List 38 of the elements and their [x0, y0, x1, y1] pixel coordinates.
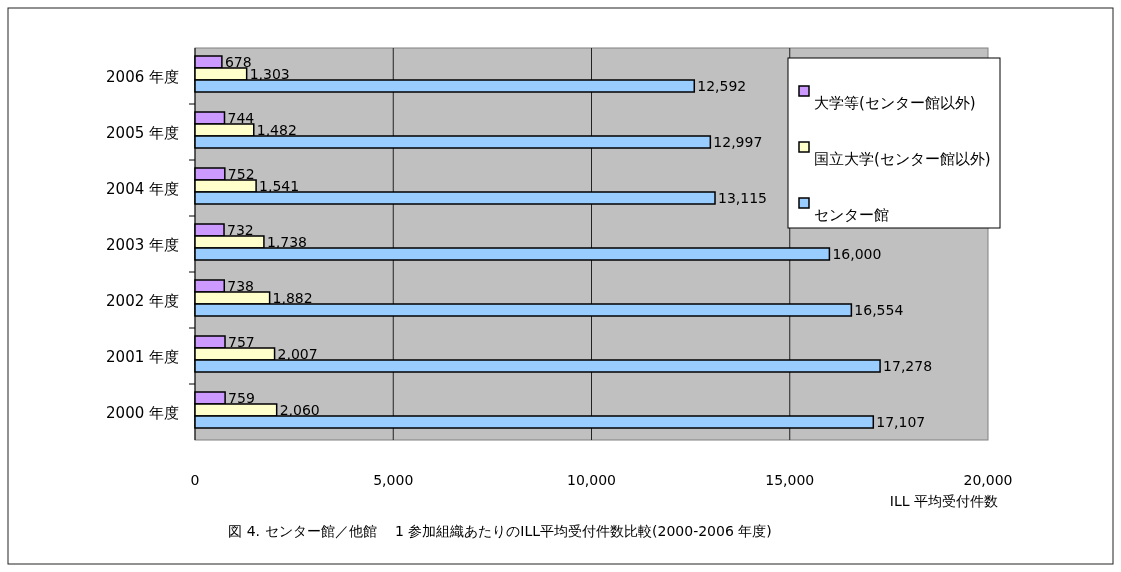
data-label: 13,115: [718, 190, 768, 206]
data-label: 1,541: [259, 178, 300, 194]
x-axis-title: ILL 平均受付件数: [889, 493, 998, 509]
data-label: 2,060: [279, 402, 320, 418]
data-label: 1,482: [256, 122, 297, 138]
legend-label: センター館: [814, 206, 889, 224]
y-tick-label: 2000 年度: [106, 404, 179, 422]
legend-label: 国立大学(センター館以外): [814, 150, 991, 168]
x-tick-label: 5,000: [373, 472, 414, 488]
data-label: 1,738: [266, 234, 308, 250]
data-label: 744: [227, 110, 255, 126]
data-label: 16,000: [832, 246, 882, 262]
data-label: 757: [228, 334, 255, 350]
y-tick-label: 2006 年度: [106, 68, 179, 86]
data-label: 16,554: [854, 302, 904, 318]
data-label: 1,303: [249, 66, 290, 82]
data-label: 1,882: [272, 290, 313, 306]
legend-label: 大学等(センター館以外): [814, 94, 976, 112]
x-tick-label: 20,000: [963, 472, 1013, 488]
y-tick-label: 2002 年度: [106, 292, 179, 310]
data-label: 738: [227, 278, 254, 294]
x-tick-label: 15,000: [765, 472, 815, 488]
data-label: 17,278: [883, 358, 933, 374]
x-tick-label: 10,000: [567, 472, 616, 488]
data-label: 732: [227, 222, 254, 238]
data-label: 678: [224, 54, 252, 70]
y-tick-label: 2001 年度: [106, 348, 179, 366]
data-label: 2,007: [277, 346, 318, 362]
text: 図 4. センター館／他館 1 参加組織あたりのILL平均受付件数比較(2000-2006 年度): [228, 523, 772, 539]
data-label: 12,997: [713, 134, 763, 150]
y-tick-label: 2004 年度: [106, 180, 179, 198]
data-label: 752: [227, 166, 255, 182]
x-tick-label: 0: [190, 472, 200, 488]
y-tick-label: 2005 年度: [106, 124, 179, 142]
data-label: 12,592: [697, 78, 747, 94]
data-label: 759: [228, 390, 255, 406]
data-label: 17,107: [876, 414, 926, 430]
y-tick-label: 2003 年度: [106, 236, 179, 254]
